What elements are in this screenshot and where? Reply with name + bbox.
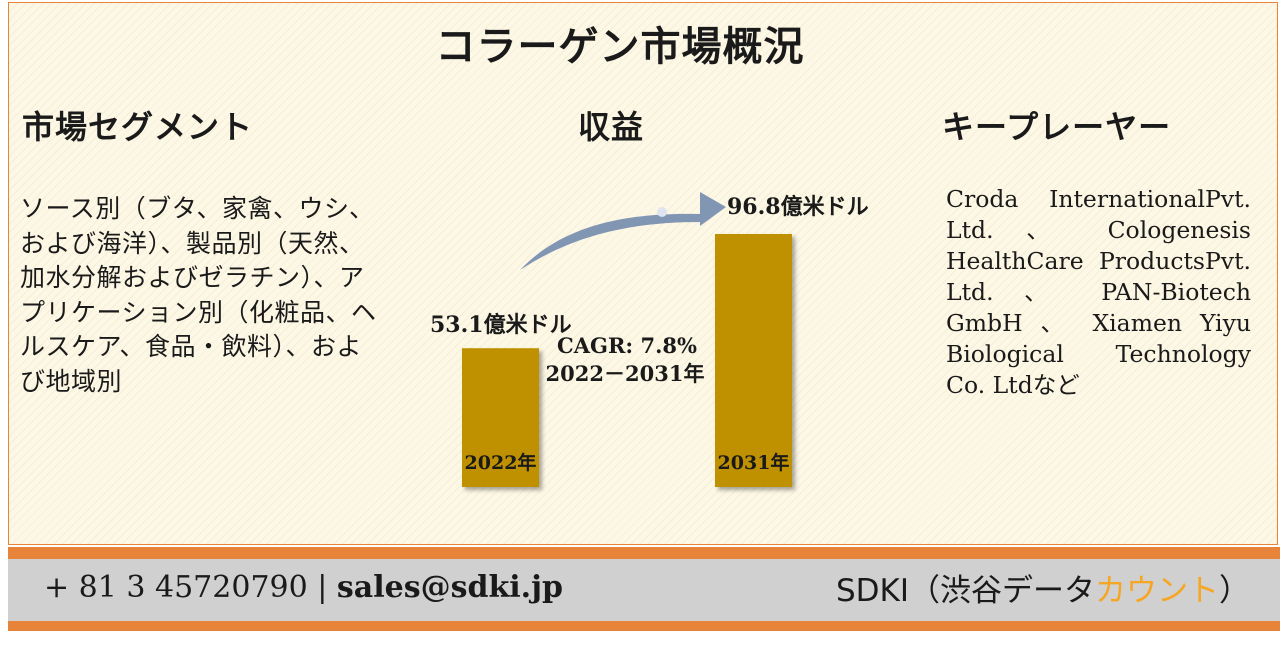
- revenue-heading: 収益: [578, 108, 645, 146]
- bar-category-label-1: 2022年: [465, 451, 537, 474]
- cagr-period: 2022－2031年: [546, 361, 705, 386]
- bar-value-label-1: 53.1億米ドル: [430, 312, 572, 338]
- page-title: コラーゲン市場概況: [435, 23, 805, 70]
- segment-heading: 市場セグメント: [22, 108, 254, 146]
- arrow-highlight-dot: [657, 207, 667, 217]
- footer-bar: [8, 559, 1280, 621]
- bar-1: [462, 348, 539, 487]
- email-link[interactable]: sales@sdki.jp: [336, 570, 563, 605]
- revenue-chart: 2022年 53.1億米ドル 2031年 96.8億米ドル CAGR: 7.8% 20…: [430, 192, 869, 487]
- market-overview-panel: [8, 2, 1278, 545]
- footer-bottom-bar: [8, 621, 1280, 631]
- phone-number: + 81 3 45720790: [44, 570, 308, 605]
- bar-value-label-2: 96.8億米ドル: [727, 194, 869, 220]
- cagr-label: CAGR: 7.8%: [557, 333, 697, 358]
- bar-category-label-2: 2031年: [718, 451, 790, 474]
- growth-arrow: [520, 192, 726, 270]
- key-players-list: Croda InternationalPvt. Ltd. 、 Cologenes…: [946, 185, 1251, 399]
- brand-main: SDKI（渋谷データ: [835, 573, 1095, 609]
- brand-accent: カウント: [1095, 573, 1219, 609]
- bar-2: [715, 234, 792, 487]
- contact-separator: |: [317, 570, 328, 605]
- segment-description: ソース別（ブタ、家禽、ウシ、および海洋）、製品別（天然、加水分解およびゼラチン）…: [20, 194, 377, 396]
- key-players-heading: キープレーヤー: [942, 108, 1172, 146]
- contact-info: + 81 3 45720790 | sales@sdki.jp: [44, 570, 563, 605]
- brand-name: SDKI（渋谷データカウント）: [836, 565, 1250, 610]
- brand-end: ）: [1219, 573, 1250, 609]
- footer-accent-bar: [8, 547, 1280, 559]
